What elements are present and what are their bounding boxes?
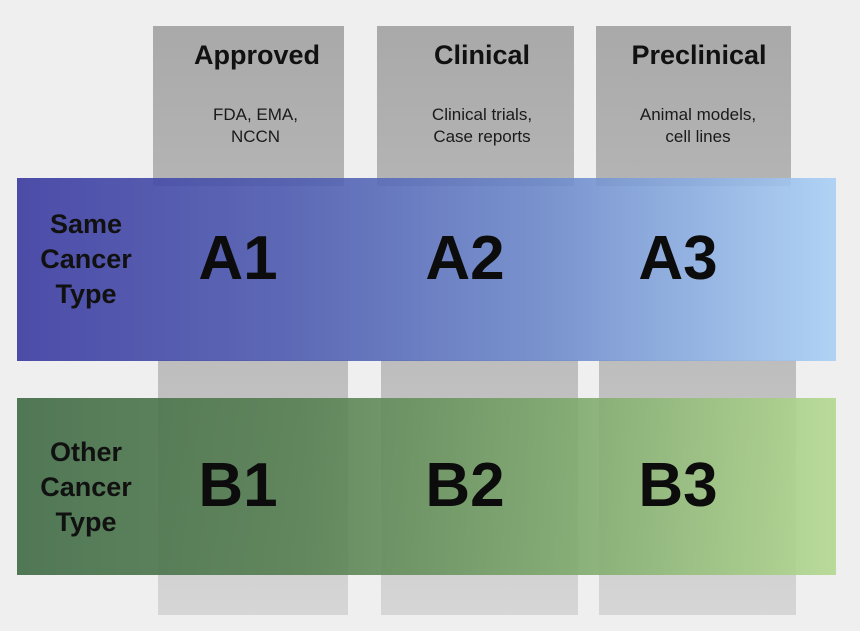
row-band-other-cancer-type xyxy=(17,398,836,575)
cell-b3: B3 xyxy=(638,451,718,520)
cell-a3: A3 xyxy=(638,224,718,293)
row-label-other-cancer-type: Other Cancer Type xyxy=(40,437,132,537)
column-title-clinical: Clinical xyxy=(433,40,531,70)
column-title-preclinical: Preclinical xyxy=(631,40,767,70)
column-title-approved: Approved xyxy=(193,40,320,70)
row-band-same-cancer-type xyxy=(17,178,836,361)
column-subtitle-approved: FDA, EMA, NCCN xyxy=(212,105,298,146)
cell-b2: B2 xyxy=(425,451,505,520)
column-subtitle-preclinical: Animal models, cell lines xyxy=(639,105,757,146)
column-clinical-header-bg xyxy=(377,26,574,186)
column-preclinical-header-bg xyxy=(596,26,791,186)
column-subtitle-clinical: Clinical trials, Case reports xyxy=(431,105,533,146)
cell-a2: A2 xyxy=(425,224,505,293)
row-label-same-cancer-type: Same Cancer Type xyxy=(40,209,132,309)
column-approved-header-bg xyxy=(153,26,344,186)
cell-b1: B1 xyxy=(198,451,278,520)
cell-a1: A1 xyxy=(198,224,278,293)
